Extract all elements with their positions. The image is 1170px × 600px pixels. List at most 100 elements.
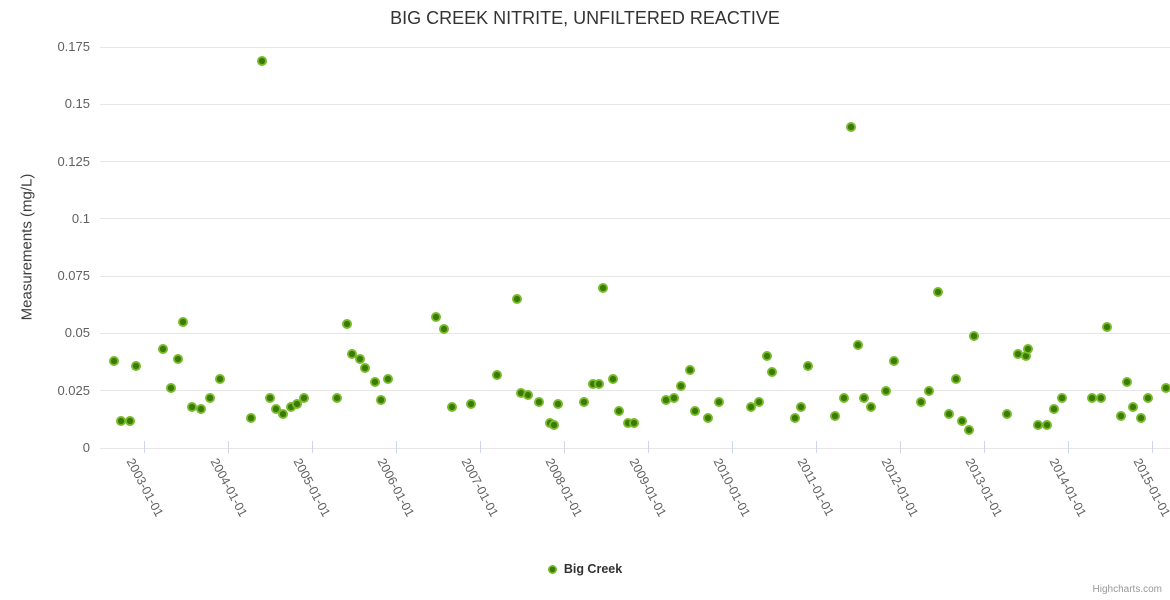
- data-point[interactable]: [292, 399, 303, 410]
- data-point[interactable]: [853, 339, 864, 350]
- data-point[interactable]: [1033, 420, 1044, 431]
- y-gridline: [100, 161, 1170, 163]
- data-point[interactable]: [745, 401, 756, 412]
- data-point[interactable]: [370, 376, 381, 387]
- data-point[interactable]: [195, 404, 206, 415]
- data-point[interactable]: [888, 355, 899, 366]
- data-point[interactable]: [923, 385, 934, 396]
- data-point[interactable]: [173, 353, 184, 364]
- data-point[interactable]: [956, 415, 967, 426]
- data-point[interactable]: [614, 406, 625, 417]
- data-point[interactable]: [1102, 321, 1112, 332]
- data-point[interactable]: [552, 399, 563, 410]
- data-point[interactable]: [430, 312, 441, 323]
- data-point[interactable]: [534, 397, 545, 408]
- data-point[interactable]: [593, 378, 604, 389]
- data-point[interactable]: [341, 319, 352, 330]
- data-point[interactable]: [1023, 344, 1034, 355]
- data-point[interactable]: [829, 410, 840, 421]
- data-point[interactable]: [246, 413, 257, 424]
- data-point[interactable]: [115, 415, 126, 426]
- data-point[interactable]: [690, 406, 701, 417]
- data-point[interactable]: [1056, 392, 1067, 403]
- data-point[interactable]: [355, 353, 366, 364]
- data-point[interactable]: [109, 355, 120, 366]
- data-point[interactable]: [950, 374, 961, 385]
- data-point[interactable]: [661, 394, 672, 405]
- data-point[interactable]: [845, 122, 856, 133]
- data-point[interactable]: [703, 413, 714, 424]
- data-point[interactable]: [1143, 392, 1154, 403]
- chart-title: BIG CREEK NITRITE, UNFILTERED REACTIVE: [390, 8, 780, 28]
- data-point[interactable]: [131, 360, 142, 371]
- data-point[interactable]: [881, 385, 892, 396]
- data-point[interactable]: [608, 374, 619, 385]
- data-point[interactable]: [1041, 420, 1052, 431]
- data-point[interactable]: [331, 392, 342, 403]
- data-point[interactable]: [803, 360, 813, 371]
- data-point[interactable]: [278, 408, 289, 419]
- data-point[interactable]: [685, 365, 696, 376]
- data-point[interactable]: [157, 344, 168, 355]
- data-point[interactable]: [257, 55, 268, 66]
- data-point[interactable]: [796, 401, 807, 412]
- data-point[interactable]: [1122, 376, 1133, 387]
- data-point[interactable]: [439, 323, 450, 334]
- data-point[interactable]: [933, 287, 944, 298]
- data-point[interactable]: [1049, 404, 1060, 415]
- x-axis-tick-label: 2013-01-01: [963, 456, 1006, 520]
- data-point[interactable]: [598, 282, 609, 293]
- data-point[interactable]: [446, 401, 457, 412]
- data-point[interactable]: [466, 399, 477, 410]
- data-point[interactable]: [1116, 410, 1127, 421]
- data-point[interactable]: [492, 369, 503, 380]
- data-point[interactable]: [376, 394, 387, 405]
- data-point[interactable]: [944, 408, 955, 419]
- data-point[interactable]: [1160, 383, 1170, 394]
- data-point[interactable]: [676, 381, 687, 392]
- x-axis-tick: [815, 441, 817, 453]
- data-point[interactable]: [964, 424, 975, 435]
- data-point[interactable]: [629, 417, 640, 428]
- data-point[interactable]: [859, 392, 870, 403]
- highcharts-credit-link[interactable]: Highcharts.com: [1092, 584, 1162, 595]
- data-point[interactable]: [1002, 408, 1013, 419]
- data-point[interactable]: [754, 397, 765, 408]
- data-point[interactable]: [1128, 401, 1139, 412]
- data-point[interactable]: [1012, 349, 1023, 360]
- data-point[interactable]: [125, 415, 136, 426]
- data-point[interactable]: [588, 378, 598, 389]
- data-point[interactable]: [270, 404, 281, 415]
- data-point[interactable]: [549, 420, 560, 431]
- data-point[interactable]: [178, 316, 189, 327]
- data-point[interactable]: [165, 383, 176, 394]
- data-point[interactable]: [1136, 413, 1147, 424]
- data-point[interactable]: [186, 401, 197, 412]
- data-point[interactable]: [265, 392, 276, 403]
- data-point[interactable]: [623, 417, 634, 428]
- data-point[interactable]: [669, 392, 680, 403]
- data-point[interactable]: [346, 349, 357, 360]
- data-point[interactable]: [969, 330, 980, 341]
- data-point[interactable]: [839, 392, 850, 403]
- data-point[interactable]: [766, 367, 777, 378]
- data-point[interactable]: [790, 413, 801, 424]
- data-point[interactable]: [761, 351, 772, 362]
- data-point[interactable]: [578, 397, 589, 408]
- data-point[interactable]: [215, 374, 226, 385]
- data-point[interactable]: [299, 392, 310, 403]
- data-point[interactable]: [1020, 351, 1031, 362]
- data-point[interactable]: [1096, 392, 1107, 403]
- data-point[interactable]: [713, 397, 724, 408]
- data-point[interactable]: [359, 362, 370, 373]
- data-point[interactable]: [286, 401, 297, 412]
- data-point[interactable]: [383, 374, 394, 385]
- data-point[interactable]: [1086, 392, 1097, 403]
- data-point[interactable]: [916, 397, 927, 408]
- data-point[interactable]: [515, 388, 526, 398]
- data-point[interactable]: [512, 294, 523, 305]
- legend-item-big-creek[interactable]: Big Creek: [0, 562, 1170, 576]
- data-point[interactable]: [866, 401, 876, 412]
- data-point[interactable]: [205, 392, 216, 403]
- data-point[interactable]: [523, 390, 534, 401]
